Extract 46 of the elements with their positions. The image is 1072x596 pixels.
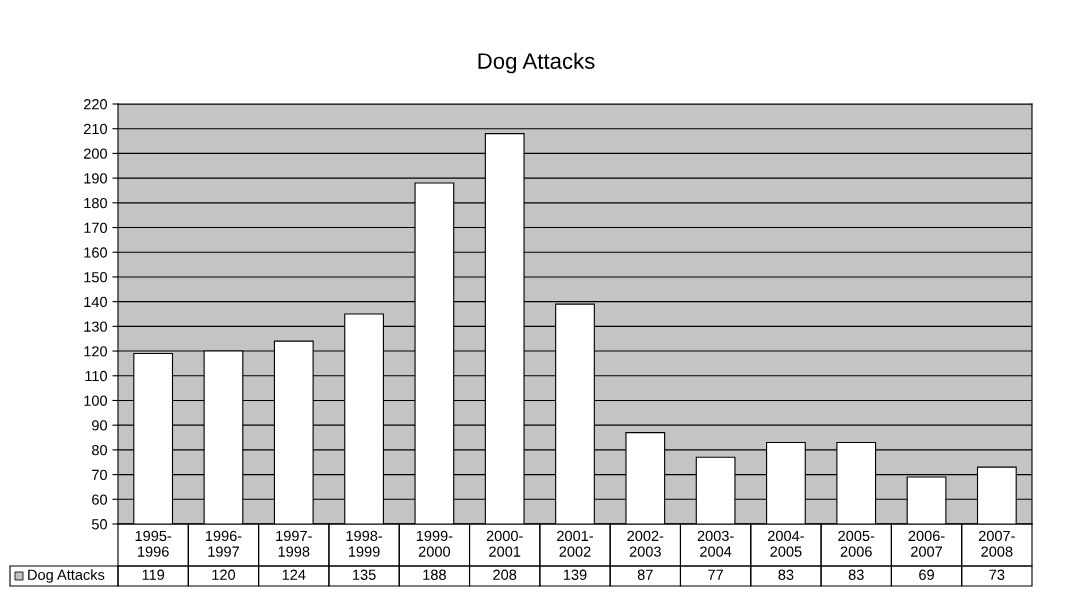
x-tick-label: 2003- 2004 (697, 530, 734, 557)
data-label: 135 (353, 569, 376, 580)
y-tick-label: 220 (83, 99, 108, 110)
data-label: 83 (778, 569, 794, 580)
data-label: 119 (142, 569, 165, 580)
y-tick-label: 170 (84, 222, 108, 233)
x-tick-label: 2004- 2005 (768, 530, 804, 557)
y-tick-label: 140 (84, 296, 108, 308)
y-tick-label: 120 (84, 346, 108, 357)
x-tick-label: 1999- 2000 (416, 530, 453, 557)
x-tick-label: 1995- 1996 (135, 530, 172, 557)
y-tick-label: 100 (84, 395, 108, 406)
x-tick-label: 1997- 1998 (276, 530, 312, 557)
y-tick-label: 80 (92, 444, 108, 456)
x-tick-label: 2007- 2008 (978, 530, 1015, 557)
y-tick-label: 70 (92, 469, 108, 481)
data-label: 69 (919, 569, 934, 580)
y-tick-label: 210 (83, 123, 108, 135)
y-tick-label: 110 (85, 370, 108, 382)
data-label: 139 (563, 569, 587, 580)
chart-title: Dog Attacks (478, 52, 595, 74)
data-label: 120 (212, 569, 236, 580)
x-tick-label: 2001- 2002 (557, 530, 593, 557)
y-tick-label: 200 (83, 148, 108, 159)
data-label: 77 (708, 569, 723, 580)
x-tick-label: 2002- 2003 (627, 530, 664, 557)
y-tick-label: 150 (84, 272, 108, 283)
y-tick-label: 90 (92, 420, 108, 431)
y-tick-label: 60 (92, 494, 108, 505)
x-tick-label: 2005- 2006 (838, 530, 875, 557)
y-tick-label: 50 (91, 519, 108, 530)
x-tick-label: 1996- 1997 (205, 530, 242, 557)
y-tick-label: 160 (84, 247, 108, 258)
data-label: 73 (989, 569, 1005, 580)
data-label: 87 (637, 569, 653, 580)
x-tick-label: 2000- 2001 (486, 530, 523, 557)
data-label: 83 (848, 569, 864, 580)
data-label: 124 (282, 569, 306, 580)
y-tick-label: 190 (84, 173, 108, 184)
x-tick-label: 1998- 1999 (346, 530, 383, 557)
y-tick-label: 180 (84, 197, 108, 209)
legend-label: Dog Attacks (28, 569, 105, 583)
data-label: 188 (423, 569, 446, 580)
data-label: 208 (493, 569, 517, 580)
y-tick-label: 130 (84, 321, 108, 332)
x-tick-label: 2006- 2007 (908, 530, 945, 557)
